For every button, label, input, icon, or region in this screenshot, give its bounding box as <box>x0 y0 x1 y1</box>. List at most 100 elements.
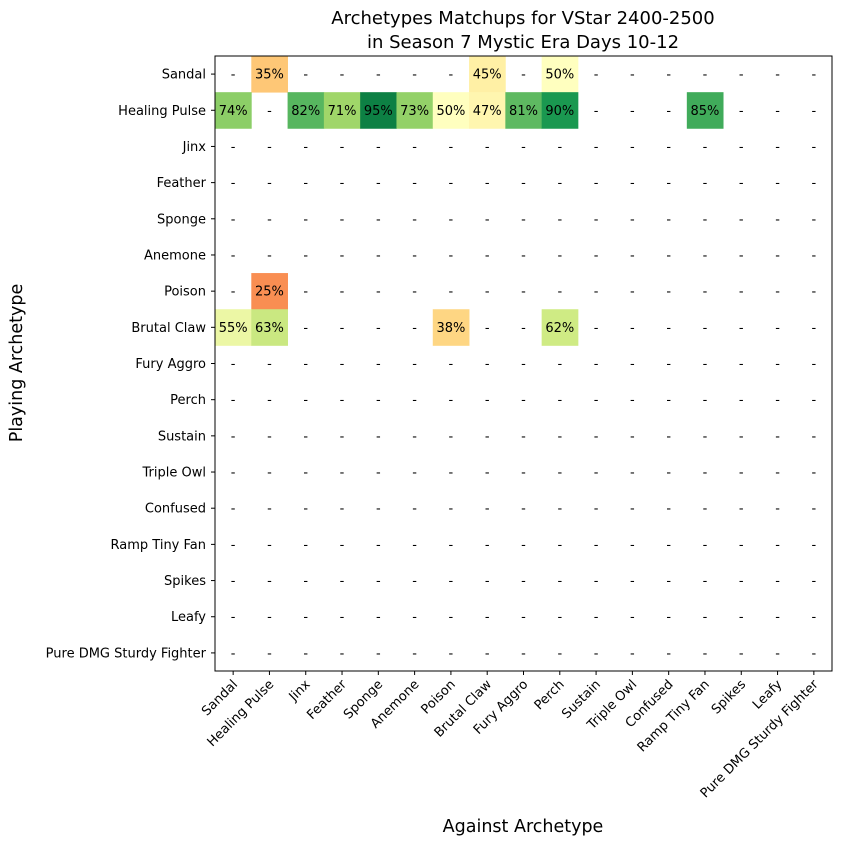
y-tick-label-anemone: Anemone <box>144 248 206 263</box>
cell-triple-owl-vs-sponge-label: - <box>376 466 381 481</box>
cell-anemone-vs-poison-label: - <box>449 248 454 263</box>
cell-brutal-claw-vs-sandal-fill <box>215 309 252 346</box>
cell-ramp-tiny-fan-vs-feather-label: - <box>340 538 345 553</box>
cell-jinx-vs-sustain-label: - <box>594 140 599 155</box>
cell-perch-vs-fury-aggro-label: - <box>521 393 526 408</box>
cell-sponge-vs-poison-label: - <box>449 212 454 227</box>
cell-ramp-tiny-fan-vs-ramp-tiny-fan-label: - <box>703 538 708 553</box>
cell-healing-pulse-vs-sponge-fill <box>360 92 397 129</box>
cell-pure-dmg-sturdy-fighter-vs-ramp-tiny-fan-label: - <box>703 646 708 661</box>
cell-pure-dmg-sturdy-fighter-vs-triple-owl-label: - <box>630 646 635 661</box>
x-axis-title: Against Archetype <box>443 817 604 837</box>
cell-healing-pulse-vs-poison-fill <box>432 92 470 129</box>
cell-sustain-vs-triple-owl-label: - <box>630 429 635 444</box>
cell-poison-vs-anemone-label: - <box>412 285 417 300</box>
cell-fury-aggro-vs-pure-dmg-sturdy-fighter-label: - <box>812 357 817 372</box>
cell-fury-aggro-vs-fury-aggro-label: - <box>521 357 526 372</box>
cell-feather-vs-pure-dmg-sturdy-fighter-label: - <box>812 176 817 191</box>
cell-sponge-vs-healing-pulse-label: - <box>267 212 272 227</box>
cell-leafy-vs-sustain-label: - <box>594 610 599 625</box>
cell-sandal-vs-spikes-label: - <box>739 68 744 83</box>
cell-brutal-claw-vs-triple-owl-label: - <box>630 321 635 336</box>
cell-triple-owl-vs-poison-label: - <box>449 466 454 481</box>
cell-jinx-vs-feather-label: - <box>340 140 345 155</box>
cell-anemone-vs-fury-aggro-label: - <box>521 248 526 263</box>
cell-sustain-vs-perch-label: - <box>557 429 562 444</box>
cell-spikes-vs-poison-label: - <box>449 574 454 589</box>
cell-jinx-vs-spikes-label: - <box>739 140 744 155</box>
cell-poison-vs-feather-label: - <box>340 285 345 300</box>
cell-jinx-vs-leafy-label: - <box>775 140 780 155</box>
cell-poison-vs-poison-label: - <box>449 285 454 300</box>
cell-jinx-vs-pure-dmg-sturdy-fighter-label: - <box>812 140 817 155</box>
cell-jinx-vs-brutal-claw-label: - <box>485 140 490 155</box>
cell-brutal-claw-vs-healing-pulse-label: 63% <box>255 321 284 336</box>
y-tick-label-confused: Confused <box>145 502 206 517</box>
cell-spikes-vs-sandal-label: - <box>231 574 236 589</box>
y-tick-label-leafy: Leafy <box>171 610 206 625</box>
cell-sponge-vs-sustain-label: - <box>594 212 599 227</box>
cell-confused-vs-ramp-tiny-fan-label: - <box>703 502 708 517</box>
cell-sustain-vs-feather-label: - <box>340 429 345 444</box>
cell-healing-pulse-vs-anemone-label: 73% <box>400 104 429 119</box>
cell-jinx-vs-jinx-label: - <box>303 140 308 155</box>
cell-spikes-vs-triple-owl-label: - <box>630 574 635 589</box>
cell-ramp-tiny-fan-vs-pure-dmg-sturdy-fighter-label: - <box>812 538 817 553</box>
cell-sustain-vs-pure-dmg-sturdy-fighter-label: - <box>812 429 817 444</box>
cell-triple-owl-vs-feather-label: - <box>340 466 345 481</box>
cell-brutal-claw-vs-anemone-label: - <box>412 321 417 336</box>
cell-perch-vs-feather-label: - <box>340 393 345 408</box>
cell-perch-vs-sponge-label: - <box>376 393 381 408</box>
cell-sandal-vs-pure-dmg-sturdy-fighter-label: - <box>812 68 817 83</box>
cell-leafy-vs-confused-label: - <box>666 610 671 625</box>
cell-healing-pulse-vs-fury-aggro-label: 81% <box>509 104 538 119</box>
cell-sponge-vs-sponge-label: - <box>376 212 381 227</box>
cell-feather-vs-sponge-label: - <box>376 176 381 191</box>
cell-anemone-vs-confused-label: - <box>666 248 671 263</box>
cell-perch-vs-jinx-label: - <box>303 393 308 408</box>
cell-fury-aggro-vs-jinx-label: - <box>303 357 308 372</box>
cell-spikes-vs-confused-label: - <box>666 574 671 589</box>
cell-confused-vs-leafy-label: - <box>775 502 780 517</box>
cell-anemone-vs-ramp-tiny-fan-label: - <box>703 248 708 263</box>
cell-pure-dmg-sturdy-fighter-vs-anemone-label: - <box>412 646 417 661</box>
cell-sustain-vs-sustain-label: - <box>594 429 599 444</box>
cell-ramp-tiny-fan-vs-triple-owl-label: - <box>630 538 635 553</box>
cell-triple-owl-vs-spikes-label: - <box>739 466 744 481</box>
y-tick-label-sandal: Sandal <box>162 68 206 83</box>
cell-triple-owl-vs-confused-label: - <box>666 466 671 481</box>
cell-sustain-vs-leafy-label: - <box>775 429 780 444</box>
cell-confused-vs-sandal-label: - <box>231 502 236 517</box>
cell-fury-aggro-vs-sponge-label: - <box>376 357 381 372</box>
cell-anemone-vs-brutal-claw-label: - <box>485 248 490 263</box>
cell-ramp-tiny-fan-vs-anemone-label: - <box>412 538 417 553</box>
cell-sandal-vs-triple-owl-label: - <box>630 68 635 83</box>
cell-jinx-vs-perch-label: - <box>557 140 562 155</box>
cell-feather-vs-confused-label: - <box>666 176 671 191</box>
cell-triple-owl-vs-ramp-tiny-fan-label: - <box>703 466 708 481</box>
cell-healing-pulse-vs-leafy-label: - <box>775 104 780 119</box>
cell-anemone-vs-jinx-label: - <box>303 248 308 263</box>
cell-pure-dmg-sturdy-fighter-vs-perch-label: - <box>557 646 562 661</box>
cell-perch-vs-spikes-label: - <box>739 393 744 408</box>
cell-healing-pulse-vs-confused-label: - <box>666 104 671 119</box>
cell-triple-owl-vs-sustain-label: - <box>594 466 599 481</box>
cell-sandal-vs-feather-label: - <box>340 68 345 83</box>
cell-feather-vs-healing-pulse-label: - <box>267 176 272 191</box>
cell-triple-owl-vs-sandal-label: - <box>231 466 236 481</box>
cell-leafy-vs-healing-pulse-label: - <box>267 610 272 625</box>
cell-pure-dmg-sturdy-fighter-vs-confused-label: - <box>666 646 671 661</box>
cell-sponge-vs-spikes-label: - <box>739 212 744 227</box>
cell-healing-pulse-vs-ramp-tiny-fan-label: 85% <box>691 104 720 119</box>
cell-fury-aggro-vs-leafy-label: - <box>775 357 780 372</box>
cell-pure-dmg-sturdy-fighter-vs-sandal-label: - <box>231 646 236 661</box>
cell-ramp-tiny-fan-vs-confused-label: - <box>666 538 671 553</box>
cell-brutal-claw-vs-poison-label: 38% <box>436 321 465 336</box>
cell-spikes-vs-sustain-label: - <box>594 574 599 589</box>
cell-confused-vs-poison-label: - <box>449 502 454 517</box>
cell-confused-vs-anemone-label: - <box>412 502 417 517</box>
cell-fury-aggro-vs-triple-owl-label: - <box>630 357 635 372</box>
cell-ramp-tiny-fan-vs-spikes-label: - <box>739 538 744 553</box>
cell-leafy-vs-sandal-label: - <box>231 610 236 625</box>
cell-leafy-vs-triple-owl-label: - <box>630 610 635 625</box>
